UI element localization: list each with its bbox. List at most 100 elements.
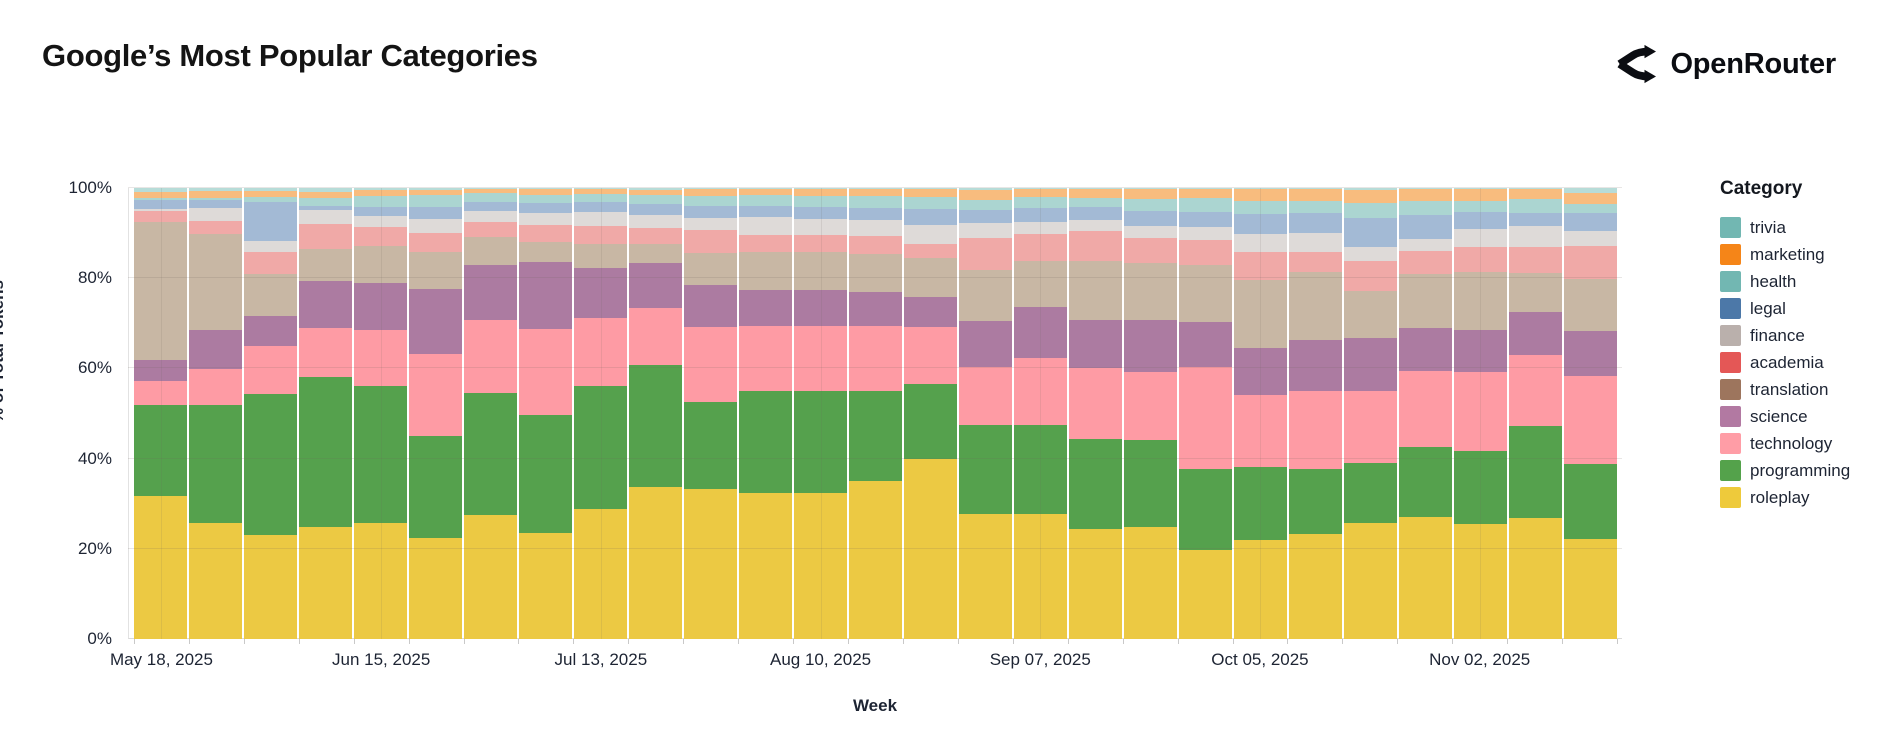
segment-health <box>1289 200 1342 213</box>
segment-translation <box>1124 263 1177 320</box>
segment-academia <box>1179 240 1232 265</box>
segment-technology <box>1289 390 1342 469</box>
segment-programming <box>904 383 957 459</box>
segment-science <box>1289 339 1342 391</box>
bar-week-sep-07 <box>1014 188 1067 639</box>
x-tick <box>1012 639 1014 644</box>
segment-trivia <box>1509 188 1562 189</box>
segment-marketing <box>244 191 297 198</box>
segment-science <box>794 289 847 327</box>
segment-health <box>1399 201 1452 215</box>
x-tick-label: Aug 10, 2025 <box>769 650 872 669</box>
segment-science <box>684 285 737 328</box>
segment-finance <box>464 210 517 223</box>
segment-finance <box>1289 232 1342 252</box>
segment-translation <box>519 242 572 262</box>
bar-week-may-18 <box>134 188 187 639</box>
bar-week-oct-05 <box>1234 188 1287 639</box>
segment-science <box>1509 311 1562 356</box>
x-tick <box>738 639 740 644</box>
segment-science <box>1234 348 1287 396</box>
segment-programming <box>1124 439 1177 527</box>
segment-health <box>1564 204 1617 213</box>
x-tick <box>134 639 135 644</box>
segment-roleplay <box>1069 528 1122 639</box>
segment-roleplay <box>1179 549 1232 639</box>
segment-roleplay <box>684 488 737 639</box>
segment-academia <box>464 222 517 238</box>
segment-finance <box>849 219 902 236</box>
segment-finance <box>1234 234 1287 252</box>
segment-science <box>409 288 462 355</box>
segment-legal <box>409 207 462 219</box>
segment-finance <box>684 218 737 231</box>
segment-translation <box>629 243 682 263</box>
segment-marketing <box>959 190 1012 200</box>
segment-finance <box>1014 222 1067 235</box>
segment-technology <box>464 319 517 394</box>
segment-programming <box>134 404 187 496</box>
x-tick <box>573 639 575 644</box>
segment-health <box>189 197 242 201</box>
segment-academia <box>189 220 242 235</box>
segment-programming <box>1509 425 1562 518</box>
segment-roleplay <box>739 492 792 639</box>
legend-swatch-health <box>1720 271 1741 292</box>
segment-programming <box>189 405 242 524</box>
segment-health <box>574 194 627 202</box>
x-tick <box>188 639 190 644</box>
segment-programming <box>1069 438 1122 529</box>
x-tick <box>1067 639 1069 644</box>
segment-health <box>134 198 187 200</box>
segment-trivia <box>1399 188 1452 190</box>
segment-marketing <box>1454 188 1507 201</box>
legend-item-trivia: trivia <box>1720 214 1870 241</box>
segment-finance <box>1564 230 1617 246</box>
bar-week-jul-20 <box>629 188 682 639</box>
brand-name: OpenRouter <box>1670 47 1836 80</box>
segment-finance <box>739 217 792 235</box>
segment-science <box>134 359 187 382</box>
segment-academia <box>299 224 352 250</box>
segment-technology <box>1564 375 1617 465</box>
segment-technology <box>299 327 352 378</box>
segment-programming <box>299 377 352 528</box>
legend-label-marketing: marketing <box>1750 244 1825 264</box>
x-tick-label: Nov 02, 2025 <box>1429 650 1531 669</box>
segment-finance <box>1179 227 1232 241</box>
segment-health <box>1234 200 1287 214</box>
legend-item-finance: finance <box>1720 322 1870 349</box>
segment-marketing <box>1399 189 1452 202</box>
x-tick <box>1177 639 1179 644</box>
segment-programming <box>629 365 682 488</box>
segment-legal <box>1564 212 1617 231</box>
segment-health <box>629 195 682 205</box>
segment-legal <box>1014 208 1067 223</box>
segment-legal <box>629 204 682 216</box>
segment-science <box>1344 338 1397 392</box>
segment-science <box>1124 319 1177 372</box>
x-tick <box>902 639 904 644</box>
segment-legal <box>134 199 187 209</box>
segment-health <box>739 194 792 207</box>
segment-translation <box>134 222 187 360</box>
legend-swatch-programming <box>1720 460 1741 481</box>
segment-legal <box>959 209 1012 224</box>
segment-marketing <box>354 189 407 196</box>
segment-marketing <box>409 189 462 196</box>
segment-programming <box>574 386 627 509</box>
segment-technology <box>409 354 462 437</box>
segment-health <box>959 199 1012 210</box>
brand-logo[interactable]: OpenRouter <box>1610 44 1836 84</box>
segment-trivia <box>189 188 242 192</box>
segment-academia <box>684 230 737 253</box>
openrouter-icon <box>1610 44 1657 84</box>
segment-technology <box>1454 372 1507 452</box>
segment-translation <box>1564 279 1617 331</box>
segment-science <box>1454 329 1507 373</box>
bar-week-may-25 <box>189 188 242 639</box>
segment-programming <box>1179 468 1232 550</box>
segment-translation <box>299 249 352 281</box>
segment-trivia <box>1289 188 1342 190</box>
